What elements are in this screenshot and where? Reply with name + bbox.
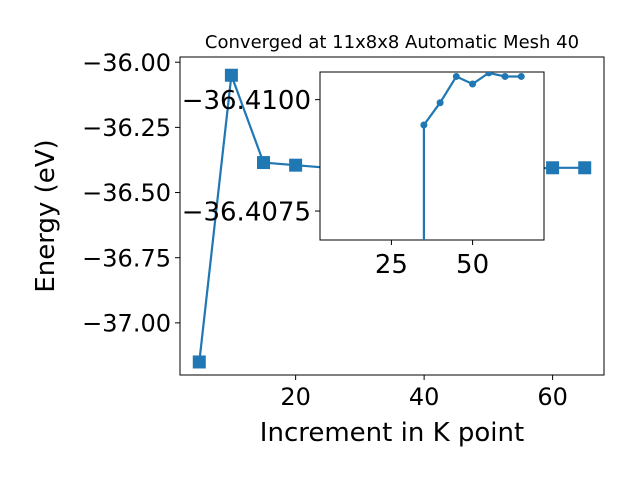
data-point	[420, 121, 428, 129]
data-point	[452, 72, 460, 80]
y-tick-label: −37.00	[82, 310, 171, 338]
data-point	[436, 99, 444, 107]
inset-y-ticks: −36.4100 −36.4075	[182, 86, 320, 227]
data-point	[224, 68, 238, 82]
data-point	[485, 72, 493, 77]
y-tick-label: −36.00	[82, 49, 171, 77]
y-tick-label: −36.25	[82, 114, 171, 142]
inset-series	[420, 72, 525, 240]
inset-plot-area	[319, 71, 545, 241]
x-tick-label: 50	[456, 250, 489, 280]
inset-x-ticks: 25 50	[375, 240, 489, 280]
y-tick-label: −36.4075	[182, 197, 311, 227]
chart-title: Converged at 11x8x8 Automatic Mesh 40	[205, 32, 579, 53]
x-tick-label: 60	[537, 383, 568, 411]
data-point	[578, 161, 592, 175]
data-point	[289, 158, 303, 172]
y-axis-label: Energy (eV)	[31, 139, 61, 292]
x-tick-label: 40	[409, 383, 440, 411]
data-point	[517, 72, 525, 80]
y-tick-label: −36.50	[82, 179, 171, 207]
data-point	[257, 156, 271, 170]
x-tick-label: 25	[375, 250, 408, 280]
data-point	[192, 355, 206, 369]
x-tick-label: 20	[280, 383, 311, 411]
data-point	[501, 72, 509, 80]
data-point	[469, 80, 477, 88]
main-x-ticks: 20 40 60	[280, 375, 568, 411]
y-tick-label: −36.4100	[182, 86, 311, 116]
y-tick-label: −36.75	[82, 244, 171, 272]
main-y-ticks: −37.00 −36.75 −36.50 −36.25 −36.00	[82, 49, 180, 338]
x-axis-label: Increment in K point	[260, 418, 524, 448]
data-point	[546, 161, 560, 175]
